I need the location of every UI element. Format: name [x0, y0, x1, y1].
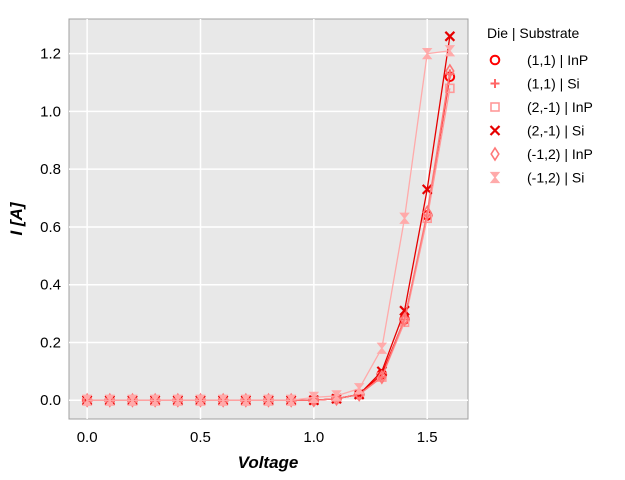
x-tick-label: 1.5 [417, 429, 438, 446]
y-tick-label: 0.0 [40, 392, 61, 409]
data-point [150, 392, 160, 408]
legend-title: Die | Substrate [487, 25, 580, 41]
y-tick-label: 0.2 [40, 334, 61, 351]
data-point [149, 394, 161, 406]
legend-marker [489, 171, 501, 184]
plot-area-background [68, 18, 469, 420]
legend-label: (2,-1) | Si [527, 123, 584, 139]
data-point [105, 392, 115, 408]
x-tick-label: 0.0 [77, 429, 98, 446]
legend-label: (1,1) | Si [527, 76, 580, 92]
data-point [377, 369, 387, 385]
data-point [172, 394, 184, 406]
data-point [285, 394, 297, 406]
data-point [331, 391, 342, 407]
data-point [104, 394, 116, 406]
x-axis-title: Voltage [238, 453, 299, 472]
data-point [422, 205, 432, 220]
data-point [81, 394, 93, 406]
legend-marker [490, 102, 500, 112]
legend-marker [489, 54, 501, 66]
data-point [263, 394, 274, 406]
data-point [353, 383, 365, 395]
data-point [331, 390, 342, 402]
data-point [195, 392, 206, 408]
data-point [217, 394, 229, 406]
data-point [308, 391, 320, 403]
data-point [444, 31, 456, 42]
legend-marker [490, 79, 500, 88]
legend-label: (-1,2) | InP [527, 146, 593, 162]
data-point [127, 394, 138, 406]
data-point [445, 63, 455, 79]
legend-marker [489, 125, 501, 136]
x-tick-label: 1.0 [303, 429, 324, 446]
y-axis-title: I [A] [7, 201, 26, 235]
legend-label: (-1,2) | Si [527, 170, 584, 186]
data-point [445, 83, 455, 94]
data-point [444, 45, 456, 57]
y-tick-label: 0.8 [40, 161, 61, 178]
series-layer [81, 31, 456, 408]
legend-marker [490, 146, 500, 162]
data-point [286, 392, 296, 408]
data-point [195, 394, 206, 406]
y-tick-label: 0.4 [40, 277, 61, 294]
data-point [376, 342, 388, 354]
data-point [240, 394, 252, 406]
legend-label: (2,-1) | InP [527, 99, 593, 115]
y-tick-label: 1.2 [40, 46, 61, 63]
data-point [399, 311, 410, 327]
y-tick-label: 1.0 [40, 103, 61, 120]
tick-labels: 0.0 0.5 1.0 1.5 0.0 0.2 0.4 0.6 0.8 1.0 1.2 [40, 46, 437, 446]
data-point [263, 392, 274, 408]
data-point [421, 48, 433, 60]
data-point [82, 392, 92, 408]
y-tick-label: 0.6 [40, 219, 61, 236]
legend-label: (1,1) | InP [527, 52, 588, 68]
legend: Die | Substrate (1,1) | InP (1,1) | Si (2,… [487, 25, 593, 186]
data-point [173, 392, 183, 408]
data-point [241, 392, 251, 408]
data-point [399, 212, 410, 224]
data-point [127, 392, 138, 408]
x-tick-label: 0.5 [190, 429, 211, 446]
series-5 [81, 45, 456, 406]
data-point [218, 392, 228, 408]
